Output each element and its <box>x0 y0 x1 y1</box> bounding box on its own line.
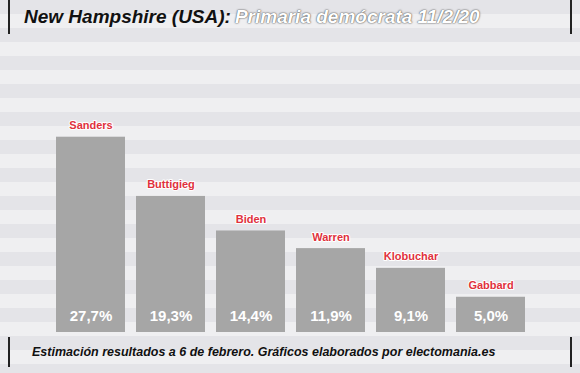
svg-text:Gabbard: Gabbard <box>468 279 513 291</box>
svg-text:Biden: Biden <box>236 213 267 225</box>
svg-text:14,4%: 14,4% <box>230 307 273 324</box>
svg-text:Buttigieg: Buttigieg <box>147 178 195 190</box>
svg-text:27,7%: 27,7% <box>70 307 113 324</box>
svg-text:11,9%: 11,9% <box>310 307 352 324</box>
svg-text:9,1%: 9,1% <box>394 307 428 324</box>
svg-text:Klobuchar: Klobuchar <box>384 250 439 262</box>
html-text:New Hampshire (USA): Primaria: New Hampshire (USA): Primaria demócrata … <box>24 6 480 27</box>
svg-text:Sanders: Sanders <box>69 119 112 131</box>
html-text:Estimación resultados a 6 de f: Estimación resultados a 6 de febrero. Gr… <box>32 345 496 359</box>
svg-text:Warren: Warren <box>312 231 350 243</box>
svg-text:5,0%: 5,0% <box>474 307 508 324</box>
svg-text:19,3%: 19,3% <box>150 307 193 324</box>
